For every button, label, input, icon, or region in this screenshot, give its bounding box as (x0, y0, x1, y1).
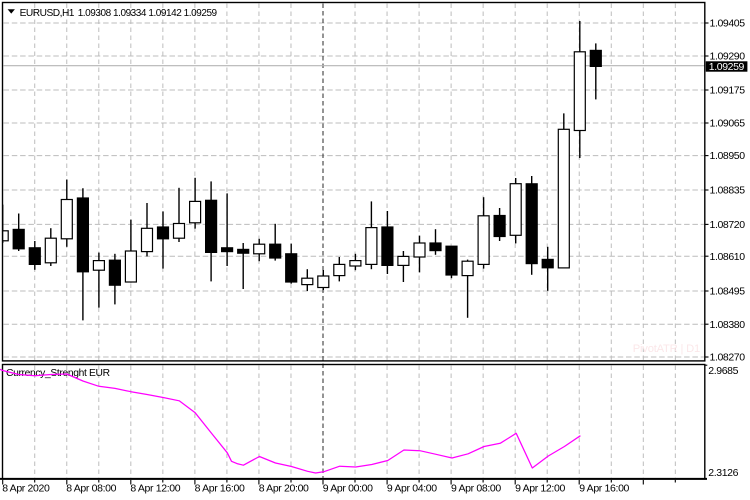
svg-text:1.09308 1.09334 1.09142 1.0925: 1.09308 1.09334 1.09142 1.09259 (78, 8, 218, 19)
svg-text:1.09405: 1.09405 (710, 18, 746, 30)
svg-text:2.9685: 2.9685 (708, 365, 738, 377)
svg-text:1.09290: 1.09290 (710, 51, 746, 63)
svg-text:8 Apr 2020: 8 Apr 2020 (2, 483, 50, 495)
svg-text:1.08270: 1.08270 (710, 352, 746, 364)
svg-text:2.3126: 2.3126 (708, 467, 738, 479)
svg-text:1.08720: 1.08720 (710, 219, 746, 231)
svg-text:1.08835: 1.08835 (710, 185, 746, 197)
svg-text:8 Apr 12:00: 8 Apr 12:00 (130, 483, 180, 495)
svg-text:9 Apr 08:00: 9 Apr 08:00 (451, 483, 501, 495)
svg-text:1.08380: 1.08380 (710, 319, 746, 331)
svg-text:Currency_Strenght EUR: Currency_Strenght EUR (6, 368, 110, 379)
svg-text:8 Apr 16:00: 8 Apr 16:00 (195, 483, 245, 495)
svg-text:EURUSD,H1: EURUSD,H1 (20, 8, 75, 19)
svg-text:9 Apr 16:00: 9 Apr 16:00 (579, 483, 629, 495)
svg-text:9 Apr 04:00: 9 Apr 04:00 (387, 483, 437, 495)
svg-text:1.08610: 1.08610 (710, 251, 746, 263)
svg-text:1.09175: 1.09175 (710, 85, 746, 97)
svg-text:1.09065: 1.09065 (710, 118, 746, 130)
svg-text:1.09259: 1.09259 (709, 61, 745, 73)
svg-text:9 Apr 00:00: 9 Apr 00:00 (323, 483, 373, 495)
svg-text:8 Apr 08:00: 8 Apr 08:00 (66, 483, 116, 495)
svg-text:9 Apr 12:00: 9 Apr 12:00 (515, 483, 565, 495)
svg-text:PivotATR | D1: PivotATR | D1 (633, 343, 700, 355)
svg-text:8 Apr 20:00: 8 Apr 20:00 (259, 483, 309, 495)
svg-text:1.08495: 1.08495 (710, 286, 746, 298)
svg-text:1.08950: 1.08950 (710, 150, 746, 162)
